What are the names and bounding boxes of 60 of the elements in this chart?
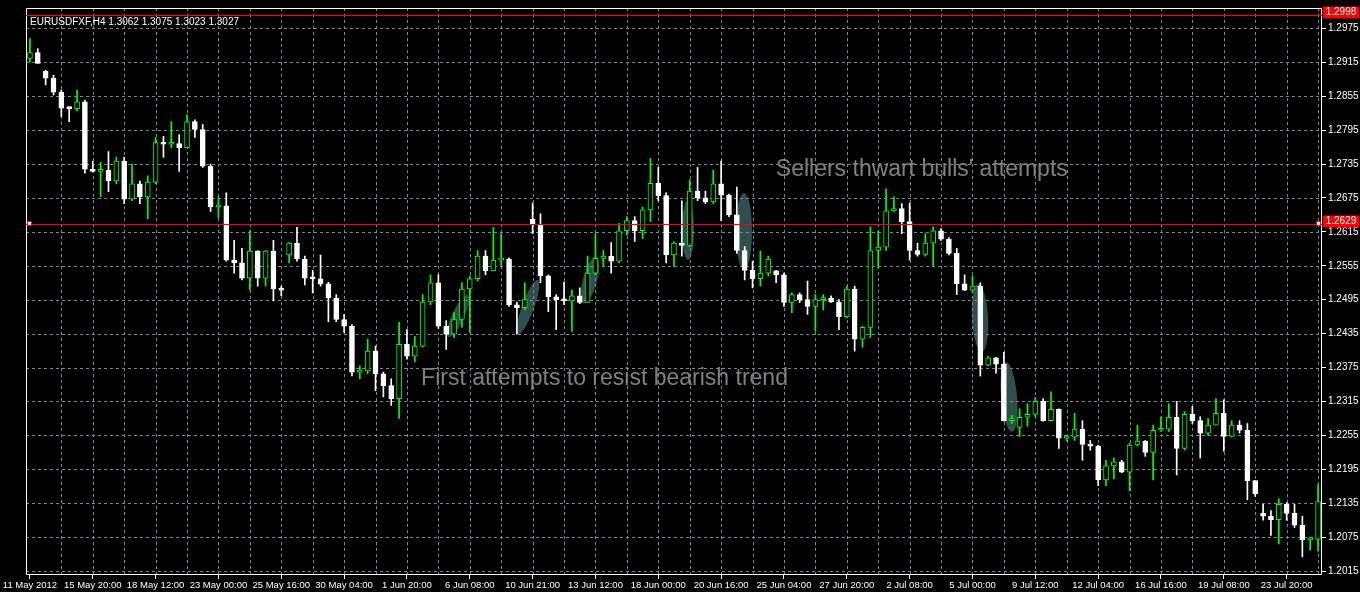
candlestick bbox=[1268, 510, 1274, 536]
y-tick-label: 1.2375 bbox=[1328, 361, 1360, 373]
annotation: First attempts to resist bearish trend bbox=[421, 364, 788, 391]
candlestick bbox=[466, 275, 473, 333]
y-tick-label: 1.2255 bbox=[1328, 429, 1360, 441]
x-tick-label: 27 Jun 20:00 bbox=[819, 579, 875, 591]
y-tick-label: 1.2075 bbox=[1328, 530, 1360, 542]
candlestick bbox=[309, 269, 316, 294]
candlestick bbox=[600, 250, 607, 267]
candlestick bbox=[875, 230, 882, 269]
candlestick bbox=[176, 134, 182, 172]
x-tick-label: 30 May 04:00 bbox=[315, 579, 373, 591]
x-tick-label: 19 Jul 08:00 bbox=[1197, 579, 1250, 591]
ref-line-label: 1.2998 bbox=[1325, 6, 1357, 18]
candlestick bbox=[514, 301, 520, 335]
text: EURUSDFXF,H4 1.3062 1.3075 1.3023 1.3027 bbox=[30, 16, 240, 28]
x-tick-label: 12 Jul 04:00 bbox=[1072, 579, 1125, 591]
x-tick-label: 18 May 12:00 bbox=[126, 579, 185, 591]
y-tick-label: 1.2675 bbox=[1328, 191, 1360, 203]
x-tick-label: 1 Jun 20:00 bbox=[382, 579, 432, 591]
candlestick bbox=[168, 121, 175, 148]
x-tick-label: 20 Jun 16:00 bbox=[693, 579, 749, 591]
x-tick-label: 23 May 00:00 bbox=[189, 579, 248, 591]
y-tick-label: 1.2735 bbox=[1328, 157, 1360, 169]
ref-line-label: 1.2629 bbox=[1325, 215, 1357, 227]
y-tick-label: 1.2555 bbox=[1328, 259, 1360, 271]
candlestick bbox=[891, 196, 897, 212]
x-tick-label: 15 May 20:00 bbox=[63, 579, 122, 591]
x-tick-label: 2 Jul 08:00 bbox=[886, 579, 933, 591]
x-tick-label: 6 Jun 08:00 bbox=[444, 579, 495, 591]
y-tick-label: 1.2915 bbox=[1328, 56, 1360, 68]
x-tick-label: 23 Jul 20:00 bbox=[1260, 579, 1313, 591]
annotation: Sellers thwart bulls' attempts bbox=[775, 155, 1068, 182]
candlestick bbox=[561, 281, 567, 306]
y-tick-label: 1.2315 bbox=[1328, 395, 1360, 407]
y-tick-label: 1.2795 bbox=[1328, 123, 1360, 135]
y-tick-label: 1.2195 bbox=[1328, 463, 1360, 475]
x-tick-label: 25 Jun 04:00 bbox=[756, 579, 812, 591]
candlestick bbox=[679, 200, 685, 257]
y-tick-label: 1.2435 bbox=[1328, 327, 1360, 339]
y-tick-label: 1.2015 bbox=[1328, 564, 1360, 576]
x-tick-label: 5 Jul 00:00 bbox=[949, 579, 996, 591]
candlestick bbox=[608, 242, 614, 274]
x-tick-label: 11 May 2012 bbox=[2, 579, 58, 591]
candlestick bbox=[569, 289, 575, 332]
candlestick bbox=[718, 160, 724, 221]
x-tick-label: 18 Jun 00:00 bbox=[630, 579, 686, 591]
candlestick bbox=[820, 294, 827, 311]
y-tick-label: 1.2495 bbox=[1328, 293, 1360, 305]
candlestick bbox=[66, 106, 73, 122]
y-tick-label: 1.2855 bbox=[1328, 89, 1360, 101]
y-tick-label: 1.2615 bbox=[1328, 225, 1360, 237]
x-tick-label: 10 Jun 21:00 bbox=[505, 579, 561, 591]
x-tick-label: 16 Jul 16:00 bbox=[1135, 579, 1187, 591]
x-tick-label: 13 Jun 12:00 bbox=[567, 579, 623, 591]
x-tick-label: 25 May 16:00 bbox=[252, 579, 311, 591]
y-tick-label: 1.2975 bbox=[1328, 22, 1360, 34]
candlestick bbox=[1158, 416, 1164, 432]
y-tick-label: 1.2135 bbox=[1328, 496, 1360, 508]
x-tick-label: 9 Jul 12:00 bbox=[1012, 579, 1059, 591]
